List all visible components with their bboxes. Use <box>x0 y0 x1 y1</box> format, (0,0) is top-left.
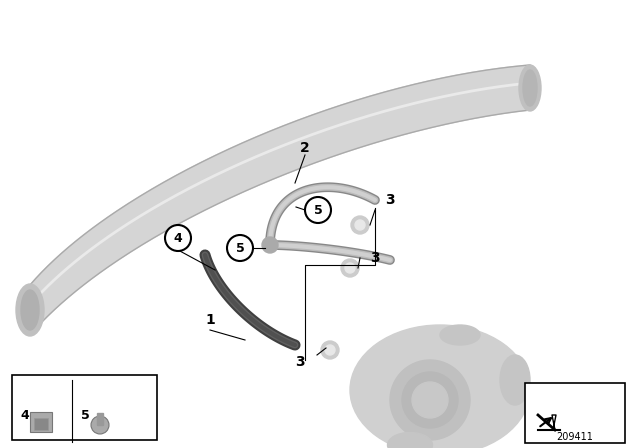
Text: 2: 2 <box>300 141 310 155</box>
Polygon shape <box>30 65 530 335</box>
Circle shape <box>262 237 278 253</box>
Circle shape <box>390 360 470 440</box>
Circle shape <box>402 372 458 428</box>
Circle shape <box>355 220 365 230</box>
Circle shape <box>325 345 335 355</box>
Text: 4: 4 <box>173 232 182 245</box>
Circle shape <box>227 235 253 261</box>
Ellipse shape <box>500 355 530 405</box>
Ellipse shape <box>387 432 433 448</box>
FancyBboxPatch shape <box>525 383 625 443</box>
Circle shape <box>341 259 359 277</box>
Ellipse shape <box>350 325 530 448</box>
Bar <box>97 413 103 425</box>
Ellipse shape <box>21 290 39 330</box>
Circle shape <box>351 216 369 234</box>
FancyBboxPatch shape <box>30 412 52 432</box>
Ellipse shape <box>440 325 480 345</box>
Circle shape <box>345 263 355 273</box>
Text: 3: 3 <box>295 355 305 369</box>
Circle shape <box>165 225 191 251</box>
Text: 5: 5 <box>81 409 90 422</box>
Circle shape <box>305 197 331 223</box>
Text: 3: 3 <box>385 193 395 207</box>
Ellipse shape <box>523 70 537 106</box>
FancyBboxPatch shape <box>34 418 48 430</box>
Text: 4: 4 <box>20 409 29 422</box>
Text: 3: 3 <box>370 251 380 265</box>
Text: 5: 5 <box>236 241 244 254</box>
Circle shape <box>91 416 109 434</box>
Ellipse shape <box>16 284 44 336</box>
Text: 1: 1 <box>205 313 215 327</box>
Text: 209411: 209411 <box>557 432 593 442</box>
FancyBboxPatch shape <box>12 375 157 440</box>
Circle shape <box>321 341 339 359</box>
Text: 5: 5 <box>314 203 323 216</box>
Circle shape <box>412 382 448 418</box>
Ellipse shape <box>519 65 541 111</box>
